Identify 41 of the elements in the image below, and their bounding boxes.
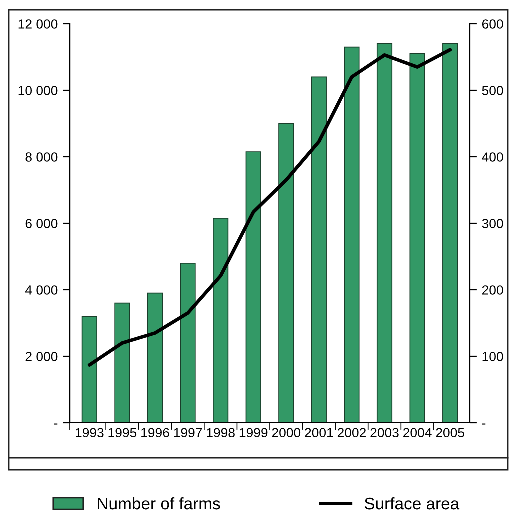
y-tick-label: 12 000 [18,20,58,29]
x-tick-label: 1995 [108,428,137,438]
y2-tick-label: 200 [482,286,504,295]
bar [442,44,458,423]
x-tick-label: 2002 [338,428,366,438]
y-tick-label: 2 000 [26,352,58,362]
bar [344,46,360,423]
bar [376,44,393,423]
bar [114,302,130,423]
y2-tick-label: 300 [482,219,504,228]
bar [147,292,164,423]
y-tick-label: 6 000 [26,219,58,228]
x-tick-label: 1998 [207,428,235,438]
y2-tick-label: 500 [482,86,504,96]
y-tick-label: 4 000 [25,286,58,295]
y-tick-label: - [54,424,58,425]
bar [82,316,98,423]
x-tick-label: 2001 [305,428,334,438]
bar [246,152,262,423]
bar [180,262,196,423]
y-tick-label: 8 000 [26,152,58,162]
y2-tick-label: - [482,424,486,425]
legend-label: Number of farms [98,497,220,510]
bar [410,54,426,423]
line-series [88,48,452,367]
x-tick-label: 1999 [240,428,268,438]
x-tick-label: 1997 [174,428,202,438]
bar [311,76,327,423]
y2-tick-label: 600 [482,20,504,29]
y2-tick-label: 100 [482,352,504,362]
legend-label: Surface area [364,497,460,510]
x-tick-label: 2003 [370,428,399,438]
x-tick-label: 1993 [76,428,104,438]
bar [278,123,294,423]
x-tick-label: 2004 [404,428,432,438]
x-tick-label: 2005 [436,428,464,438]
bar [213,218,229,423]
x-tick-label: 2000 [272,428,301,438]
y-tick-label: 10 000 [18,86,58,96]
x-tick-label: 1996 [142,428,170,438]
y2-tick-label: 400 [482,152,504,162]
